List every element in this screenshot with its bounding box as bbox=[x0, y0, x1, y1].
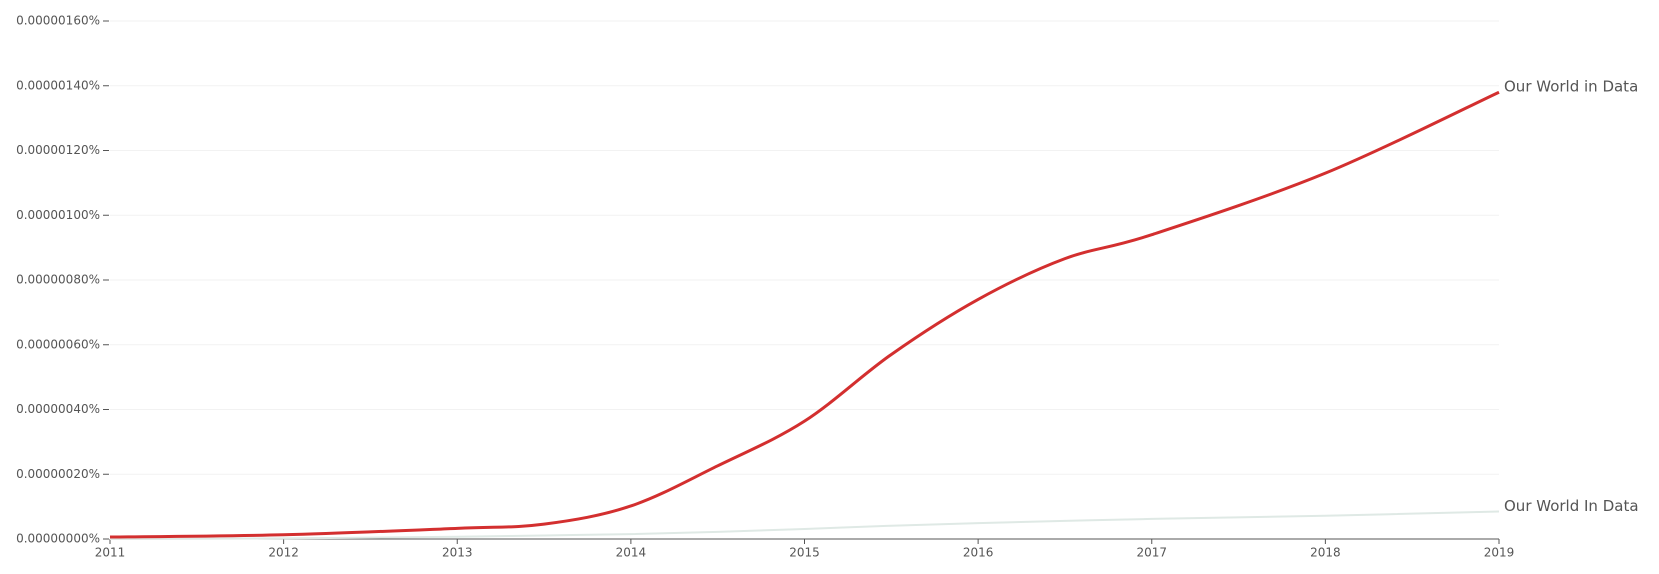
x-tick-label: 2011 bbox=[95, 546, 126, 560]
x-tick-label: 2015 bbox=[789, 546, 820, 560]
x-tick-label: 2019 bbox=[1484, 546, 1515, 560]
y-tick-label: 0.00000080% bbox=[16, 273, 100, 287]
y-tick-label: 0.00000160% bbox=[16, 14, 100, 28]
x-tick-label: 2013 bbox=[442, 546, 473, 560]
y-tick-label: 0.00000020% bbox=[16, 467, 100, 481]
y-tick-label: 0.00000120% bbox=[16, 143, 100, 157]
series-label: Our World in Data bbox=[1504, 78, 1638, 96]
x-tick-label: 2017 bbox=[1136, 546, 1167, 560]
x-tick-label: 2012 bbox=[268, 546, 299, 560]
x-tick-label: 2016 bbox=[963, 546, 994, 560]
series-line bbox=[109, 510, 1500, 540]
y-tick-label: 0.00000140% bbox=[16, 78, 100, 92]
x-tick-label: 2014 bbox=[616, 546, 647, 560]
y-tick-label: 0.00000100% bbox=[16, 208, 100, 222]
x-tick-label: 2018 bbox=[1310, 546, 1341, 560]
series-label: Our World In Data bbox=[1504, 497, 1639, 515]
y-tick-label: 0.00000060% bbox=[16, 337, 100, 351]
y-tick-label: 0.00000000% bbox=[16, 532, 100, 546]
y-tick-label: 0.00000040% bbox=[16, 402, 100, 416]
series-line bbox=[109, 90, 1500, 539]
